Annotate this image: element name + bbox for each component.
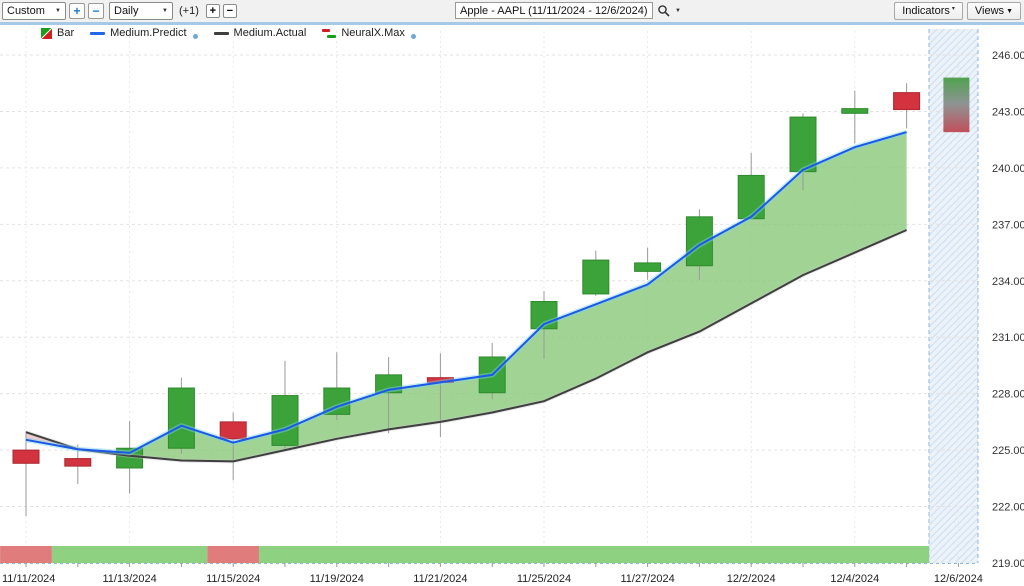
extra-bars-label: (+1) bbox=[179, 5, 199, 17]
y-axis-label: 240.00 bbox=[992, 163, 1024, 175]
x-axis-label: 11/11/2024 bbox=[2, 573, 55, 585]
neuralx-band bbox=[26, 132, 907, 462]
y-axis-label: 225.00 bbox=[992, 445, 1024, 457]
chevron-down-icon: ▾ bbox=[951, 6, 955, 12]
info-dot-icon[interactable] bbox=[410, 34, 416, 39]
chevron-down-icon: ▼ bbox=[55, 8, 61, 14]
info-dot-icon[interactable] bbox=[192, 34, 198, 39]
toolbar-left-group: Custom ▼ + − Daily ▼ (+1) + − bbox=[2, 2, 237, 20]
remove-bar-button[interactable]: − bbox=[222, 4, 237, 18]
chart-legend: Bar Medium.Predict Medium.Actual NeuralX… bbox=[41, 27, 416, 39]
price-chart[interactable]: 11/11/2024 11/13/2024 11/15/2024 11/19/2024… bbox=[0, 25, 1024, 586]
x-axis-label: 12/6/2024 bbox=[934, 573, 983, 585]
candle-body[interactable] bbox=[64, 458, 92, 467]
y-axis-label: 222.00 bbox=[992, 502, 1024, 514]
x-axis-label: 12/4/2024 bbox=[830, 573, 879, 585]
x-axis-label: 11/27/2024 bbox=[620, 573, 674, 585]
legend-item-medium-predict[interactable]: Medium.Predict bbox=[90, 27, 198, 39]
x-axis-label: 11/21/2024 bbox=[413, 573, 467, 585]
x-axis-label: 12/2/2024 bbox=[727, 573, 776, 585]
y-axis-label: 231.00 bbox=[992, 332, 1024, 344]
candle-body[interactable] bbox=[789, 116, 817, 173]
x-axis-label: 11/25/2024 bbox=[517, 573, 571, 585]
zoom-in-button[interactable]: + bbox=[69, 3, 85, 19]
chevron-down-icon: ▼ bbox=[1006, 8, 1013, 15]
neuralx-series-icon bbox=[322, 28, 337, 38]
range-combobox[interactable]: Custom ▼ bbox=[2, 2, 66, 20]
candle-body[interactable] bbox=[582, 259, 610, 295]
actual-line-icon bbox=[213, 31, 229, 35]
forecast-range-box bbox=[943, 77, 970, 133]
toolbar-divider bbox=[0, 22, 1024, 25]
x-axis-label: 11/15/2024 bbox=[206, 573, 260, 585]
x-axis-label: 11/13/2024 bbox=[102, 573, 156, 585]
candle-body[interactable] bbox=[12, 449, 40, 464]
add-bar-button[interactable]: + bbox=[205, 4, 220, 18]
time-axis[interactable]: 11/11/2024 11/13/2024 11/15/2024 11/19/2024… bbox=[0, 563, 983, 585]
range-combobox-value: Custom bbox=[7, 5, 45, 17]
period-combobox[interactable]: Daily ▼ bbox=[109, 2, 173, 20]
grid bbox=[0, 31, 978, 564]
predict-line-icon bbox=[90, 31, 106, 35]
toolbar-right-group: Indicators ▾ Views ▼ bbox=[894, 2, 1022, 20]
symbol-search-input[interactable] bbox=[455, 2, 653, 19]
predict-line bbox=[25, 129, 908, 456]
candle-body[interactable] bbox=[893, 92, 921, 111]
y-axis-label: 246.00 bbox=[992, 50, 1024, 62]
y-axis-label: 228.00 bbox=[992, 389, 1024, 401]
period-combobox-value: Daily bbox=[114, 5, 139, 17]
bar-series-icon bbox=[41, 27, 52, 39]
candle-body[interactable] bbox=[634, 262, 662, 272]
candle-body[interactable] bbox=[271, 395, 299, 446]
chevron-down-icon: ▼ bbox=[162, 8, 168, 14]
y-axis-label: 237.00 bbox=[992, 219, 1024, 231]
legend-item-bar[interactable]: Bar bbox=[41, 27, 74, 39]
candle-body[interactable] bbox=[167, 387, 195, 449]
x-axis-label: 11/19/2024 bbox=[310, 573, 364, 585]
zoom-out-button[interactable]: − bbox=[88, 3, 104, 19]
price-axis[interactable]: 246.00 243.00 240.00 237.00 234.00 231.00 228.… bbox=[992, 50, 1024, 570]
y-axis-label: 243.00 bbox=[992, 106, 1024, 118]
candle-body[interactable] bbox=[219, 421, 247, 440]
sentiment-strip bbox=[0, 546, 930, 563]
views-button[interactable]: Views ▼ bbox=[966, 2, 1021, 20]
search-icon[interactable] bbox=[657, 4, 671, 18]
candle-body[interactable] bbox=[841, 108, 869, 114]
legend-item-neuralx-max[interactable]: NeuralX.Max bbox=[322, 27, 416, 39]
toolbar: Custom ▼ + − Daily ▼ (+1) + − ▼ Indicato… bbox=[0, 0, 1024, 22]
actual-line bbox=[25, 228, 908, 464]
candle-body[interactable] bbox=[737, 174, 765, 220]
y-axis-label: 219.00 bbox=[992, 558, 1024, 570]
symbol-search-group: ▼ bbox=[455, 2, 681, 19]
legend-item-medium-actual[interactable]: Medium.Actual bbox=[213, 27, 306, 39]
indicators-button[interactable]: Indicators ▾ bbox=[894, 2, 963, 20]
search-options-caret-icon[interactable]: ▼ bbox=[675, 7, 681, 14]
y-axis-label: 234.00 bbox=[992, 276, 1024, 288]
